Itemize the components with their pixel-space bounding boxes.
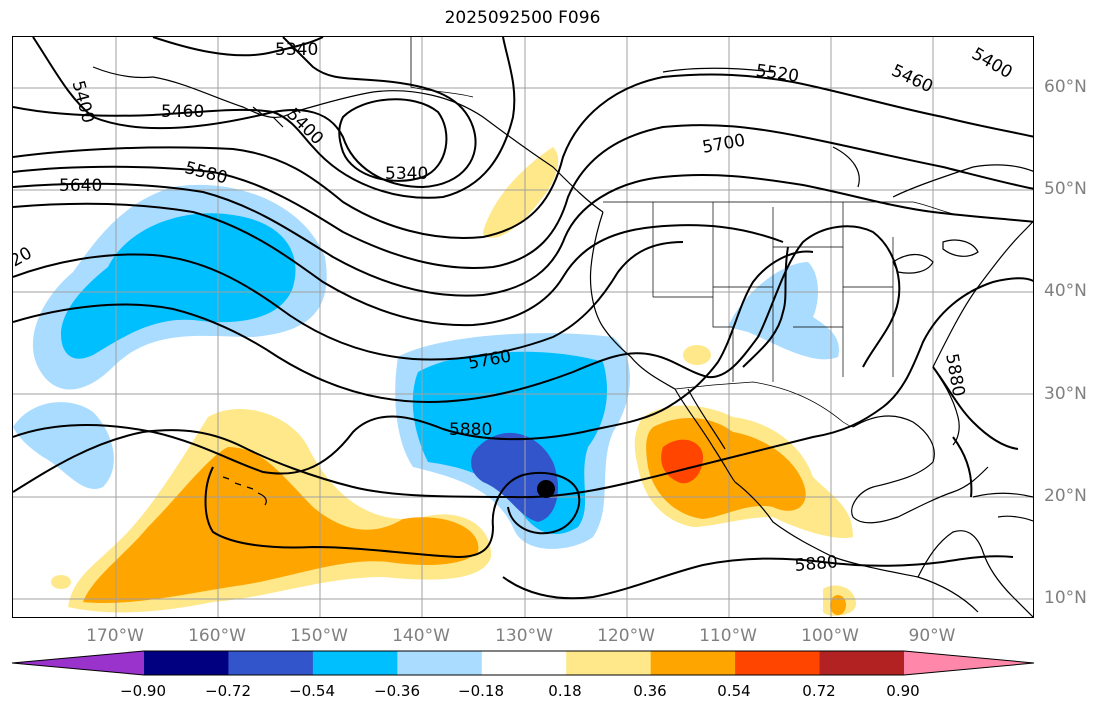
lon-label-160w: 160°W	[188, 626, 246, 646]
shaded-fields	[13, 147, 857, 616]
lat-label-10n: 10°N	[1044, 588, 1087, 608]
lat-label-30n: 30°N	[1044, 384, 1087, 404]
anomaly-yellow-small-us	[683, 345, 711, 365]
canada-border	[410, 37, 474, 98]
great-lakes	[892, 239, 979, 274]
contour-5460-west	[13, 37, 516, 199]
hawaii-islands	[222, 476, 267, 506]
contour-5340-top	[152, 37, 324, 57]
anomaly-blue-nw	[61, 213, 296, 359]
contour-label: 5460	[888, 61, 936, 97]
contour-label: 5400	[968, 44, 1015, 83]
lat-label-60n: 60°N	[1044, 77, 1087, 97]
contour-label: 20	[13, 243, 36, 271]
lon-label-140w: 140°W	[392, 626, 450, 646]
colorbar-tick-label: −0.54	[289, 682, 335, 700]
lon-label-100w: 100°W	[801, 626, 859, 646]
contour-label: 5580	[183, 158, 230, 189]
map-canvas: 5340 5400 5460 5400 5340 5640 5580 20 55…	[13, 37, 1033, 617]
contour-5520	[13, 73, 1033, 239]
us-west-coast	[589, 211, 676, 390]
gulf-coast	[851, 415, 989, 524]
colorbar-segment	[228, 651, 314, 675]
colorbar-segment	[819, 651, 905, 675]
anomaly-dark-blue-center	[471, 432, 558, 522]
colorbar-tick-label: 0.36	[633, 682, 667, 700]
colorbar-tick-label: −0.18	[458, 682, 504, 700]
lat-label-20n: 20°N	[1044, 486, 1087, 506]
colorbar-tick-label: 0.18	[548, 682, 582, 700]
northern-coast	[662, 67, 1033, 198]
colorbar-tick-label: 0.72	[802, 682, 836, 700]
baja-california	[674, 388, 736, 483]
contour-label: 5880	[794, 552, 839, 576]
colorbar-segment	[397, 651, 483, 675]
contour-5340-low	[338, 98, 448, 182]
lon-label-150w: 150°W	[290, 626, 348, 646]
contour-5520-lower	[13, 241, 684, 361]
lon-label-130w: 130°W	[495, 626, 553, 646]
contour-5880-south	[502, 555, 1014, 600]
colorbar-tick-label: −0.72	[205, 682, 251, 700]
contour-5700	[13, 225, 901, 404]
contour-label: 5880	[449, 420, 492, 440]
lon-label-90w: 90°W	[908, 626, 956, 646]
contour-5880-loop	[204, 466, 581, 559]
contour-5400-west	[32, 37, 477, 189]
contour-label: 5520	[755, 61, 801, 87]
colorbar-segment	[735, 651, 821, 675]
map-panel[interactable]: 5340 5400 5460 5400 5340 5640 5580 20 55…	[12, 36, 1034, 618]
contour-5880-east	[932, 366, 1019, 498]
anomaly-orange-hawaii	[83, 447, 479, 604]
coastlines	[92, 37, 1033, 617]
contour-label: 5880	[941, 352, 968, 398]
contour-5580	[13, 124, 1033, 269]
lon-label-110w: 110°W	[699, 626, 757, 646]
contour-5880-main	[13, 277, 1033, 499]
contour-5760	[13, 246, 814, 475]
colorbar-segment	[144, 651, 229, 675]
colorbar-tick-label: 0.90	[886, 682, 920, 700]
mexico-coast	[734, 481, 979, 613]
alaska-coast	[152, 76, 604, 213]
contour-label: 5400	[68, 78, 99, 125]
colorbar-tick-label: −0.90	[120, 682, 166, 700]
contour-label: 5460	[161, 102, 204, 122]
colorbar-extend-min	[12, 651, 144, 675]
colorbar-segment	[650, 651, 736, 675]
canada-us-border	[603, 201, 959, 216]
anomaly-yellow-small-w	[51, 575, 71, 589]
colorbar-extend-max	[904, 651, 1034, 675]
caribbean-islands	[972, 492, 1033, 522]
storm-center-marker[interactable]	[537, 480, 555, 498]
central-america	[917, 530, 1033, 617]
contour-label: 5340	[385, 164, 428, 184]
lon-label-120w: 120°W	[597, 626, 655, 646]
colorbar	[12, 650, 1035, 676]
contour-label: 5340	[275, 40, 318, 60]
height-contours	[13, 37, 1033, 600]
lat-label-40n: 40°N	[1044, 281, 1087, 301]
contour-label: 5640	[59, 176, 102, 196]
colorbar-outline	[12, 650, 1035, 676]
contour-5580-lower	[13, 202, 784, 327]
colorbar-tick-label: 0.54	[717, 682, 751, 700]
colorbar-tick-label: −0.36	[374, 682, 420, 700]
colorbar-segment	[566, 651, 652, 675]
gridlines	[13, 37, 1033, 617]
contour-label: 5700	[701, 131, 747, 158]
lon-label-170w: 170°W	[86, 626, 144, 646]
lat-label-50n: 50°N	[1044, 179, 1087, 199]
colorbar-segment	[481, 651, 567, 675]
anomaly-orange-small-south	[830, 595, 846, 615]
anomaly-yellow-alaska	[483, 147, 559, 238]
map-title: 2025092500 F096	[444, 8, 601, 28]
colorbar-segment	[312, 651, 398, 675]
contour-5640	[13, 174, 1033, 297]
